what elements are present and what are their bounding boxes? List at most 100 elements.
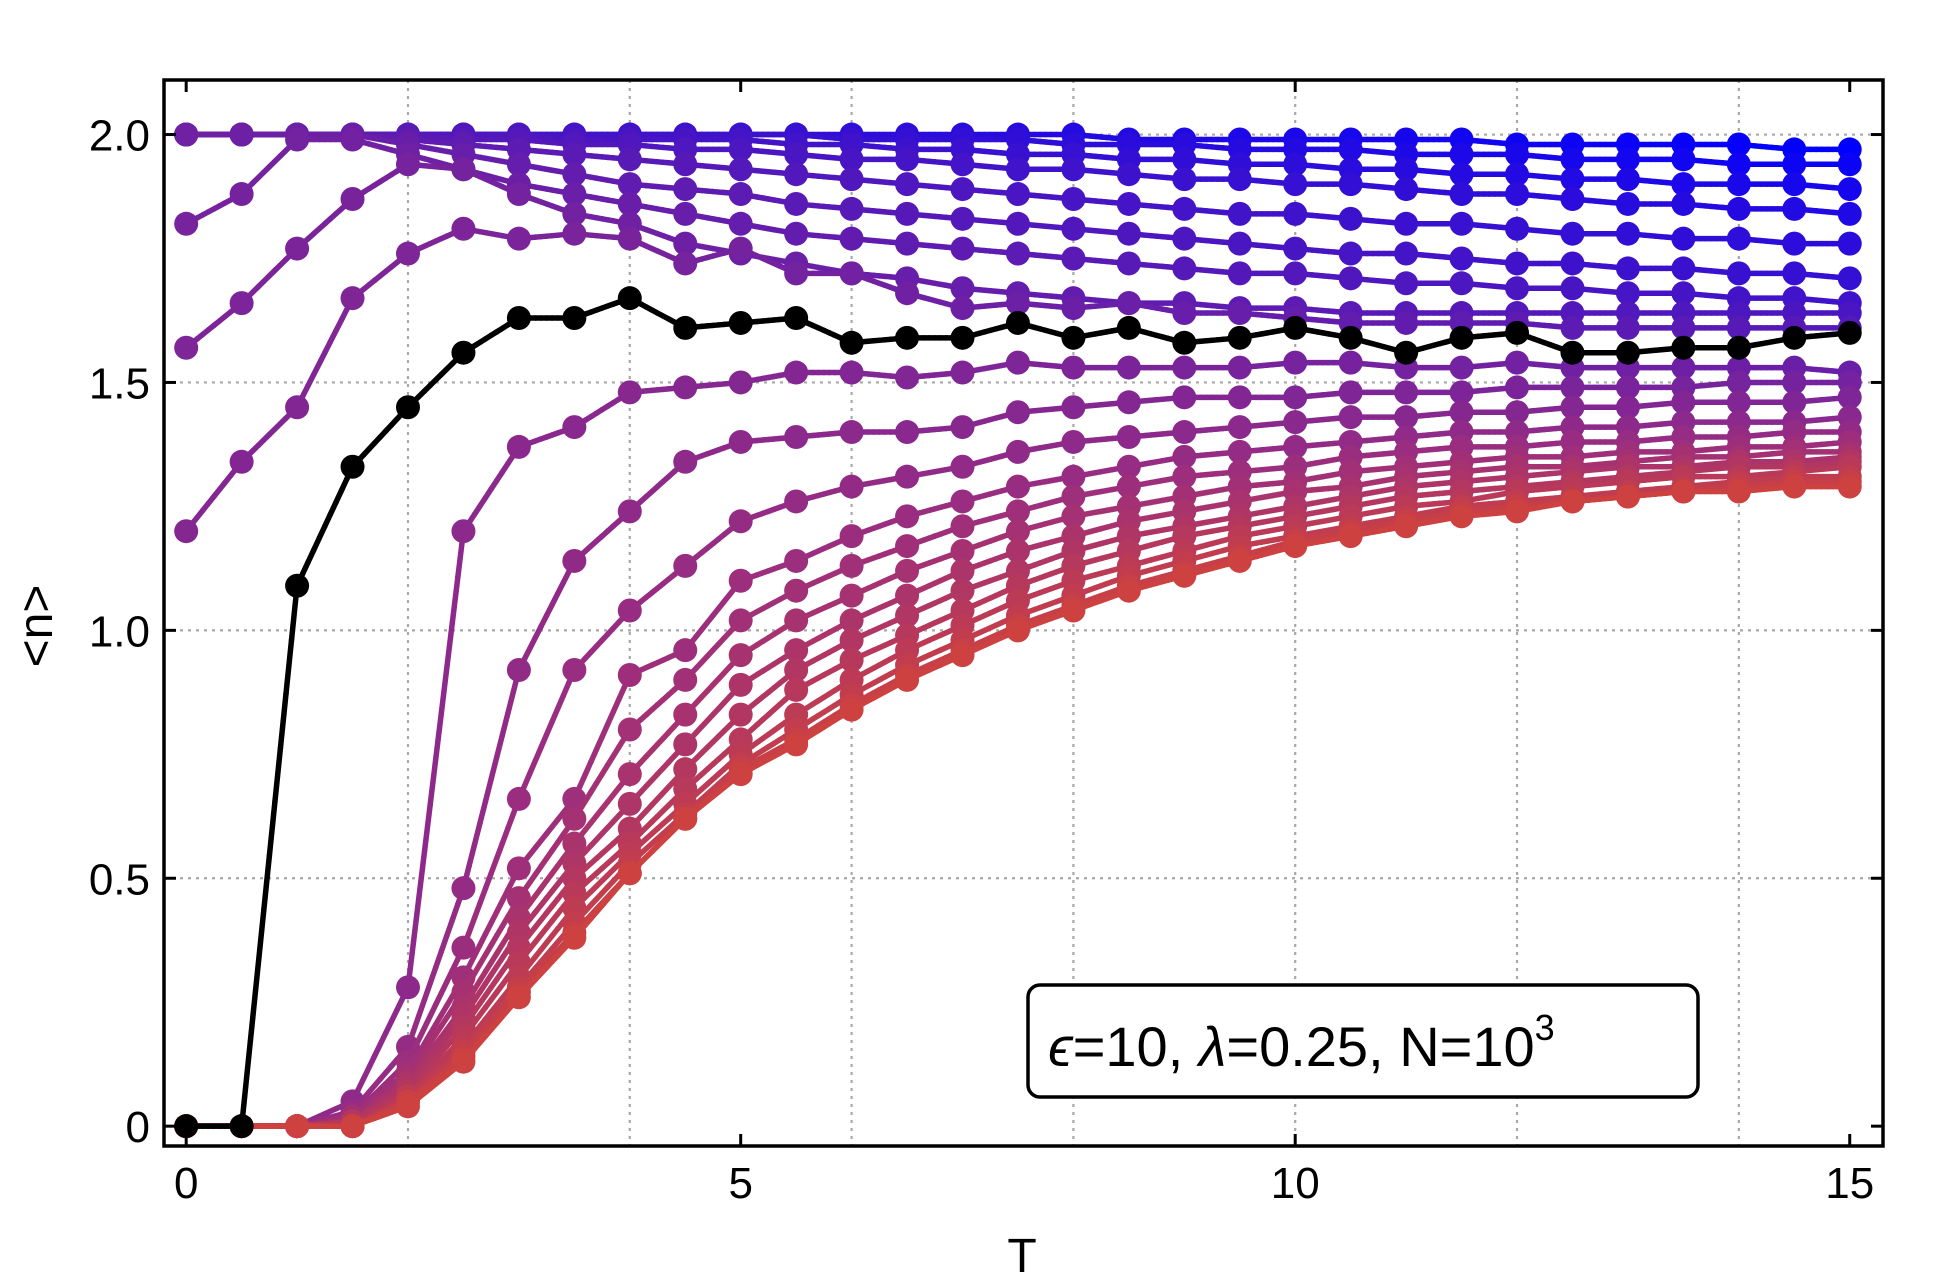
data-point bbox=[673, 703, 697, 727]
data-point bbox=[951, 152, 975, 176]
data-point bbox=[673, 450, 697, 474]
data-point bbox=[1061, 217, 1085, 241]
data-point bbox=[396, 152, 420, 176]
data-point bbox=[673, 152, 697, 176]
data-point bbox=[451, 157, 475, 181]
data-point bbox=[562, 807, 586, 831]
data-point bbox=[673, 375, 697, 399]
data-point bbox=[1228, 232, 1252, 256]
data-point bbox=[341, 286, 365, 310]
data-point bbox=[729, 182, 753, 206]
data-point bbox=[285, 127, 309, 151]
series-line-segment bbox=[486, 779, 492, 801]
data-point bbox=[230, 291, 254, 315]
data-point bbox=[784, 489, 808, 513]
data-point bbox=[1283, 261, 1307, 285]
data-point bbox=[1450, 356, 1474, 380]
data-point bbox=[507, 787, 531, 811]
data-point bbox=[1172, 197, 1196, 221]
data-point bbox=[451, 217, 475, 241]
data-point bbox=[1505, 351, 1529, 375]
data-point bbox=[951, 177, 975, 201]
data-point bbox=[840, 554, 864, 578]
data-point bbox=[1061, 395, 1085, 419]
data-point bbox=[1006, 157, 1030, 181]
data-point bbox=[1394, 380, 1418, 404]
data-point bbox=[1782, 261, 1806, 285]
data-point bbox=[1727, 197, 1751, 221]
data-point bbox=[618, 599, 642, 623]
data-point bbox=[840, 261, 864, 285]
data-point bbox=[840, 167, 864, 191]
data-point bbox=[1560, 187, 1584, 211]
data-point bbox=[285, 395, 309, 419]
data-point bbox=[618, 147, 642, 171]
data-point bbox=[1838, 232, 1862, 256]
series-line-segment bbox=[425, 805, 431, 851]
data-point bbox=[1838, 152, 1862, 176]
data-point bbox=[618, 762, 642, 786]
data-point bbox=[673, 554, 697, 578]
series-line-segment bbox=[447, 622, 453, 668]
series-line-segment bbox=[480, 801, 486, 823]
data-point bbox=[1339, 351, 1363, 375]
data-point bbox=[895, 202, 919, 226]
data-point bbox=[840, 227, 864, 251]
data-point bbox=[230, 123, 254, 147]
data-point bbox=[1838, 177, 1862, 201]
data-point bbox=[840, 361, 864, 385]
data-point bbox=[1782, 232, 1806, 256]
data-point bbox=[174, 123, 198, 147]
data-point bbox=[1283, 237, 1307, 261]
series-line-segment bbox=[430, 759, 436, 805]
data-point bbox=[1560, 316, 1584, 340]
data-point bbox=[396, 975, 420, 999]
data-point bbox=[951, 237, 975, 261]
data-point bbox=[562, 549, 586, 573]
data-point bbox=[673, 202, 697, 226]
data-point bbox=[1450, 246, 1474, 270]
data-point bbox=[1450, 182, 1474, 206]
data-point bbox=[1172, 301, 1196, 325]
data-point bbox=[1006, 440, 1030, 464]
data-point bbox=[1505, 375, 1529, 399]
data-point bbox=[1117, 162, 1141, 186]
data-point bbox=[1283, 172, 1307, 196]
data-point bbox=[507, 856, 531, 880]
series-line-segment bbox=[441, 668, 447, 714]
data-point bbox=[285, 237, 309, 261]
data-point bbox=[1394, 271, 1418, 295]
data-point bbox=[1117, 251, 1141, 275]
data-point bbox=[673, 177, 697, 201]
data-point bbox=[618, 227, 642, 251]
data-point bbox=[451, 519, 475, 543]
data-point bbox=[895, 147, 919, 171]
data-point bbox=[1228, 301, 1252, 325]
data-point bbox=[1505, 217, 1529, 241]
data-point bbox=[1339, 207, 1363, 231]
data-point bbox=[1560, 251, 1584, 275]
data-point bbox=[1671, 256, 1695, 280]
data-point bbox=[895, 232, 919, 256]
data-point bbox=[1616, 167, 1640, 191]
data-point bbox=[1117, 222, 1141, 246]
data-point bbox=[507, 658, 531, 682]
data-point bbox=[1838, 202, 1862, 226]
data-point bbox=[1006, 475, 1030, 499]
data-point bbox=[951, 296, 975, 320]
data-point bbox=[784, 425, 808, 449]
data-point bbox=[1616, 256, 1640, 280]
data-point bbox=[174, 519, 198, 543]
data-point bbox=[230, 182, 254, 206]
data-point bbox=[1117, 192, 1141, 216]
data-point bbox=[729, 430, 753, 454]
data-point bbox=[1727, 227, 1751, 251]
data-point bbox=[1006, 351, 1030, 375]
data-point bbox=[895, 420, 919, 444]
data-point bbox=[951, 361, 975, 385]
data-point bbox=[1671, 192, 1695, 216]
data-point bbox=[1228, 167, 1252, 191]
series-line-segment bbox=[491, 757, 497, 779]
data-point bbox=[840, 420, 864, 444]
